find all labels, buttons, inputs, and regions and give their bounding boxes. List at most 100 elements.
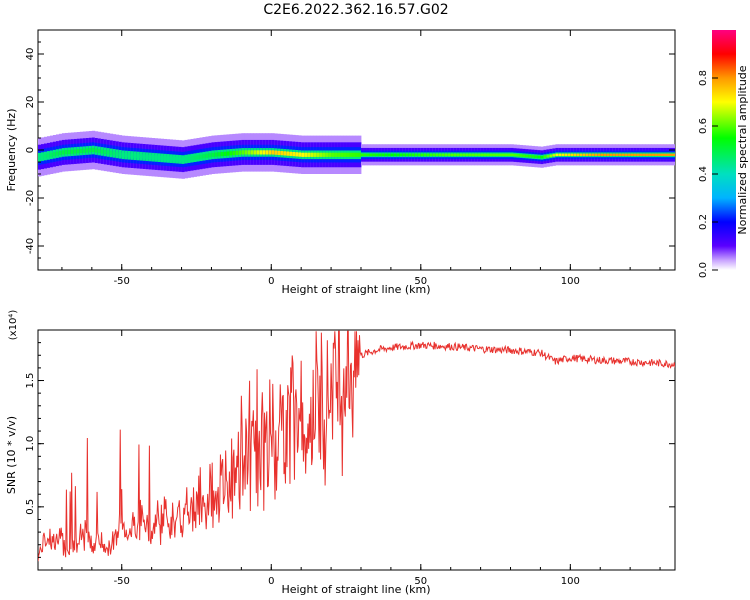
spectrogram-cell (669, 153, 673, 156)
spectrogram-y-tick-label: -20 (25, 190, 36, 206)
spectrogram-cell (660, 153, 664, 156)
spectrogram-cell (519, 154, 523, 157)
figure-title: C2E6.2022.362.16.57.G02 (263, 2, 448, 18)
spectrogram-cell (441, 153, 446, 156)
spectrogram-cell (417, 153, 422, 156)
spectrogram-cell (627, 153, 631, 156)
spectrogram-cell (295, 152, 299, 157)
spectrogram-cell (489, 153, 493, 156)
spectrogram-cell (546, 155, 550, 158)
spectrogram-cell (181, 157, 185, 162)
spectrogram-cell (585, 153, 589, 156)
spectrogram-cell (40, 154, 45, 159)
spectrogram-cell (444, 153, 449, 156)
snr-y-tick-label: 1.5 (25, 373, 36, 389)
spectrogram-cell (49, 152, 54, 157)
spectrogram-cell (358, 152, 362, 157)
snr-x-tick-label: 0 (268, 576, 274, 587)
spectrogram-cell (624, 153, 628, 156)
spectrogram-cell (223, 151, 227, 156)
colorbar-tick-label: 0.2 (698, 214, 709, 230)
spectrogram-cell (381, 153, 386, 156)
spectrogram-cell (390, 153, 395, 156)
spectrogram-cell (630, 153, 634, 156)
spectrogram-cell (61, 150, 66, 155)
snr-x-tick-label: -50 (114, 576, 130, 587)
spectrogram-cell (642, 153, 646, 156)
spectrogram-cell (292, 151, 296, 157)
spectrogram-cell (103, 149, 108, 155)
spectrogram-cell (480, 153, 484, 156)
spectrogram-cell (274, 150, 278, 155)
spectrogram-cell (283, 151, 287, 156)
spectrogram-cell (337, 152, 341, 157)
spectrogram-cell (522, 154, 526, 157)
spectrogram-cell (435, 153, 440, 156)
spectrogram-cell (567, 153, 571, 156)
spectrogram-cell (307, 152, 311, 157)
spectrogram-cell (606, 153, 610, 156)
spectrogram-cell (340, 152, 344, 157)
spectrogram-cell (139, 154, 144, 159)
spectrogram-cell (588, 153, 592, 156)
spectrogram-cell (38, 155, 42, 160)
colorbar-gradient (712, 30, 736, 270)
spectrogram-cell (280, 151, 284, 156)
spectrogram-cell (651, 153, 655, 156)
spectrogram-cell (331, 152, 335, 157)
spectrogram-cell (495, 153, 499, 156)
spectrogram-cell (579, 153, 583, 156)
spectrogram-cell (352, 152, 356, 157)
spectrogram-x-axis-label: Height of straight line (km) (281, 283, 430, 296)
spectrogram-cell (265, 150, 269, 155)
spectrogram-cell (654, 153, 658, 156)
spectrogram-cell (477, 153, 482, 156)
spectrogram-cell (262, 150, 266, 155)
spectrogram-cell (429, 153, 434, 156)
spectrogram-cell (346, 152, 350, 157)
spectrogram-cell (510, 153, 514, 156)
spectrogram-panel: -50 0 50 100 -40 -20 0 20 40 Height of straight … (5, 29, 676, 296)
spectrogram-cell (43, 153, 48, 159)
spectrogram-cell (600, 153, 604, 156)
spectrogram-cell (360, 153, 365, 156)
spectrogram-cell (672, 153, 675, 156)
spectrogram-cell (304, 152, 308, 157)
spectrogram-cell (355, 152, 359, 157)
spectrogram-cell (118, 152, 123, 157)
spectrogram-cell (112, 151, 117, 156)
spectrogram-cell (597, 153, 601, 156)
spectrogram-cell (492, 153, 496, 156)
spectrogram-cell (378, 153, 383, 156)
spectrogram-cell (286, 151, 290, 156)
spectrogram-cell (127, 153, 132, 158)
spectrogram-cell (106, 150, 111, 155)
spectrogram-cell (310, 152, 314, 157)
spectrogram-cell (91, 147, 96, 153)
spectrogram-cell (202, 154, 206, 159)
snr-y-tick-label: 0.5 (25, 499, 36, 515)
spectrogram-cell (387, 153, 392, 156)
spectrogram-cell (196, 155, 200, 160)
spectrogram-cell (172, 156, 176, 161)
spectrogram-cell (259, 150, 263, 155)
spectrogram-cell (375, 153, 380, 156)
spectrogram-cell (591, 153, 595, 156)
spectrogram-cell (534, 155, 538, 158)
spectrogram-cell (214, 152, 218, 157)
spectrogram-cell (217, 152, 221, 157)
spectrogram-x-tick-label: 0 (268, 276, 274, 287)
spectrogram-cell (163, 156, 167, 161)
spectrogram-cell (154, 155, 159, 160)
spectrogram-cell (393, 153, 398, 156)
spectrogram-cell (313, 152, 317, 157)
spectrogram-cell (187, 156, 191, 161)
spectrogram-cell (432, 153, 437, 156)
spectrogram-cell (531, 155, 535, 158)
spectrogram-cell (525, 154, 529, 158)
spectrogram-cell (46, 153, 51, 158)
snr-y-axis-label: SNR (10 * v/v) (5, 416, 18, 494)
spectrogram-x-tick-label: 50 (414, 276, 427, 287)
spectrogram-cell (208, 153, 212, 158)
